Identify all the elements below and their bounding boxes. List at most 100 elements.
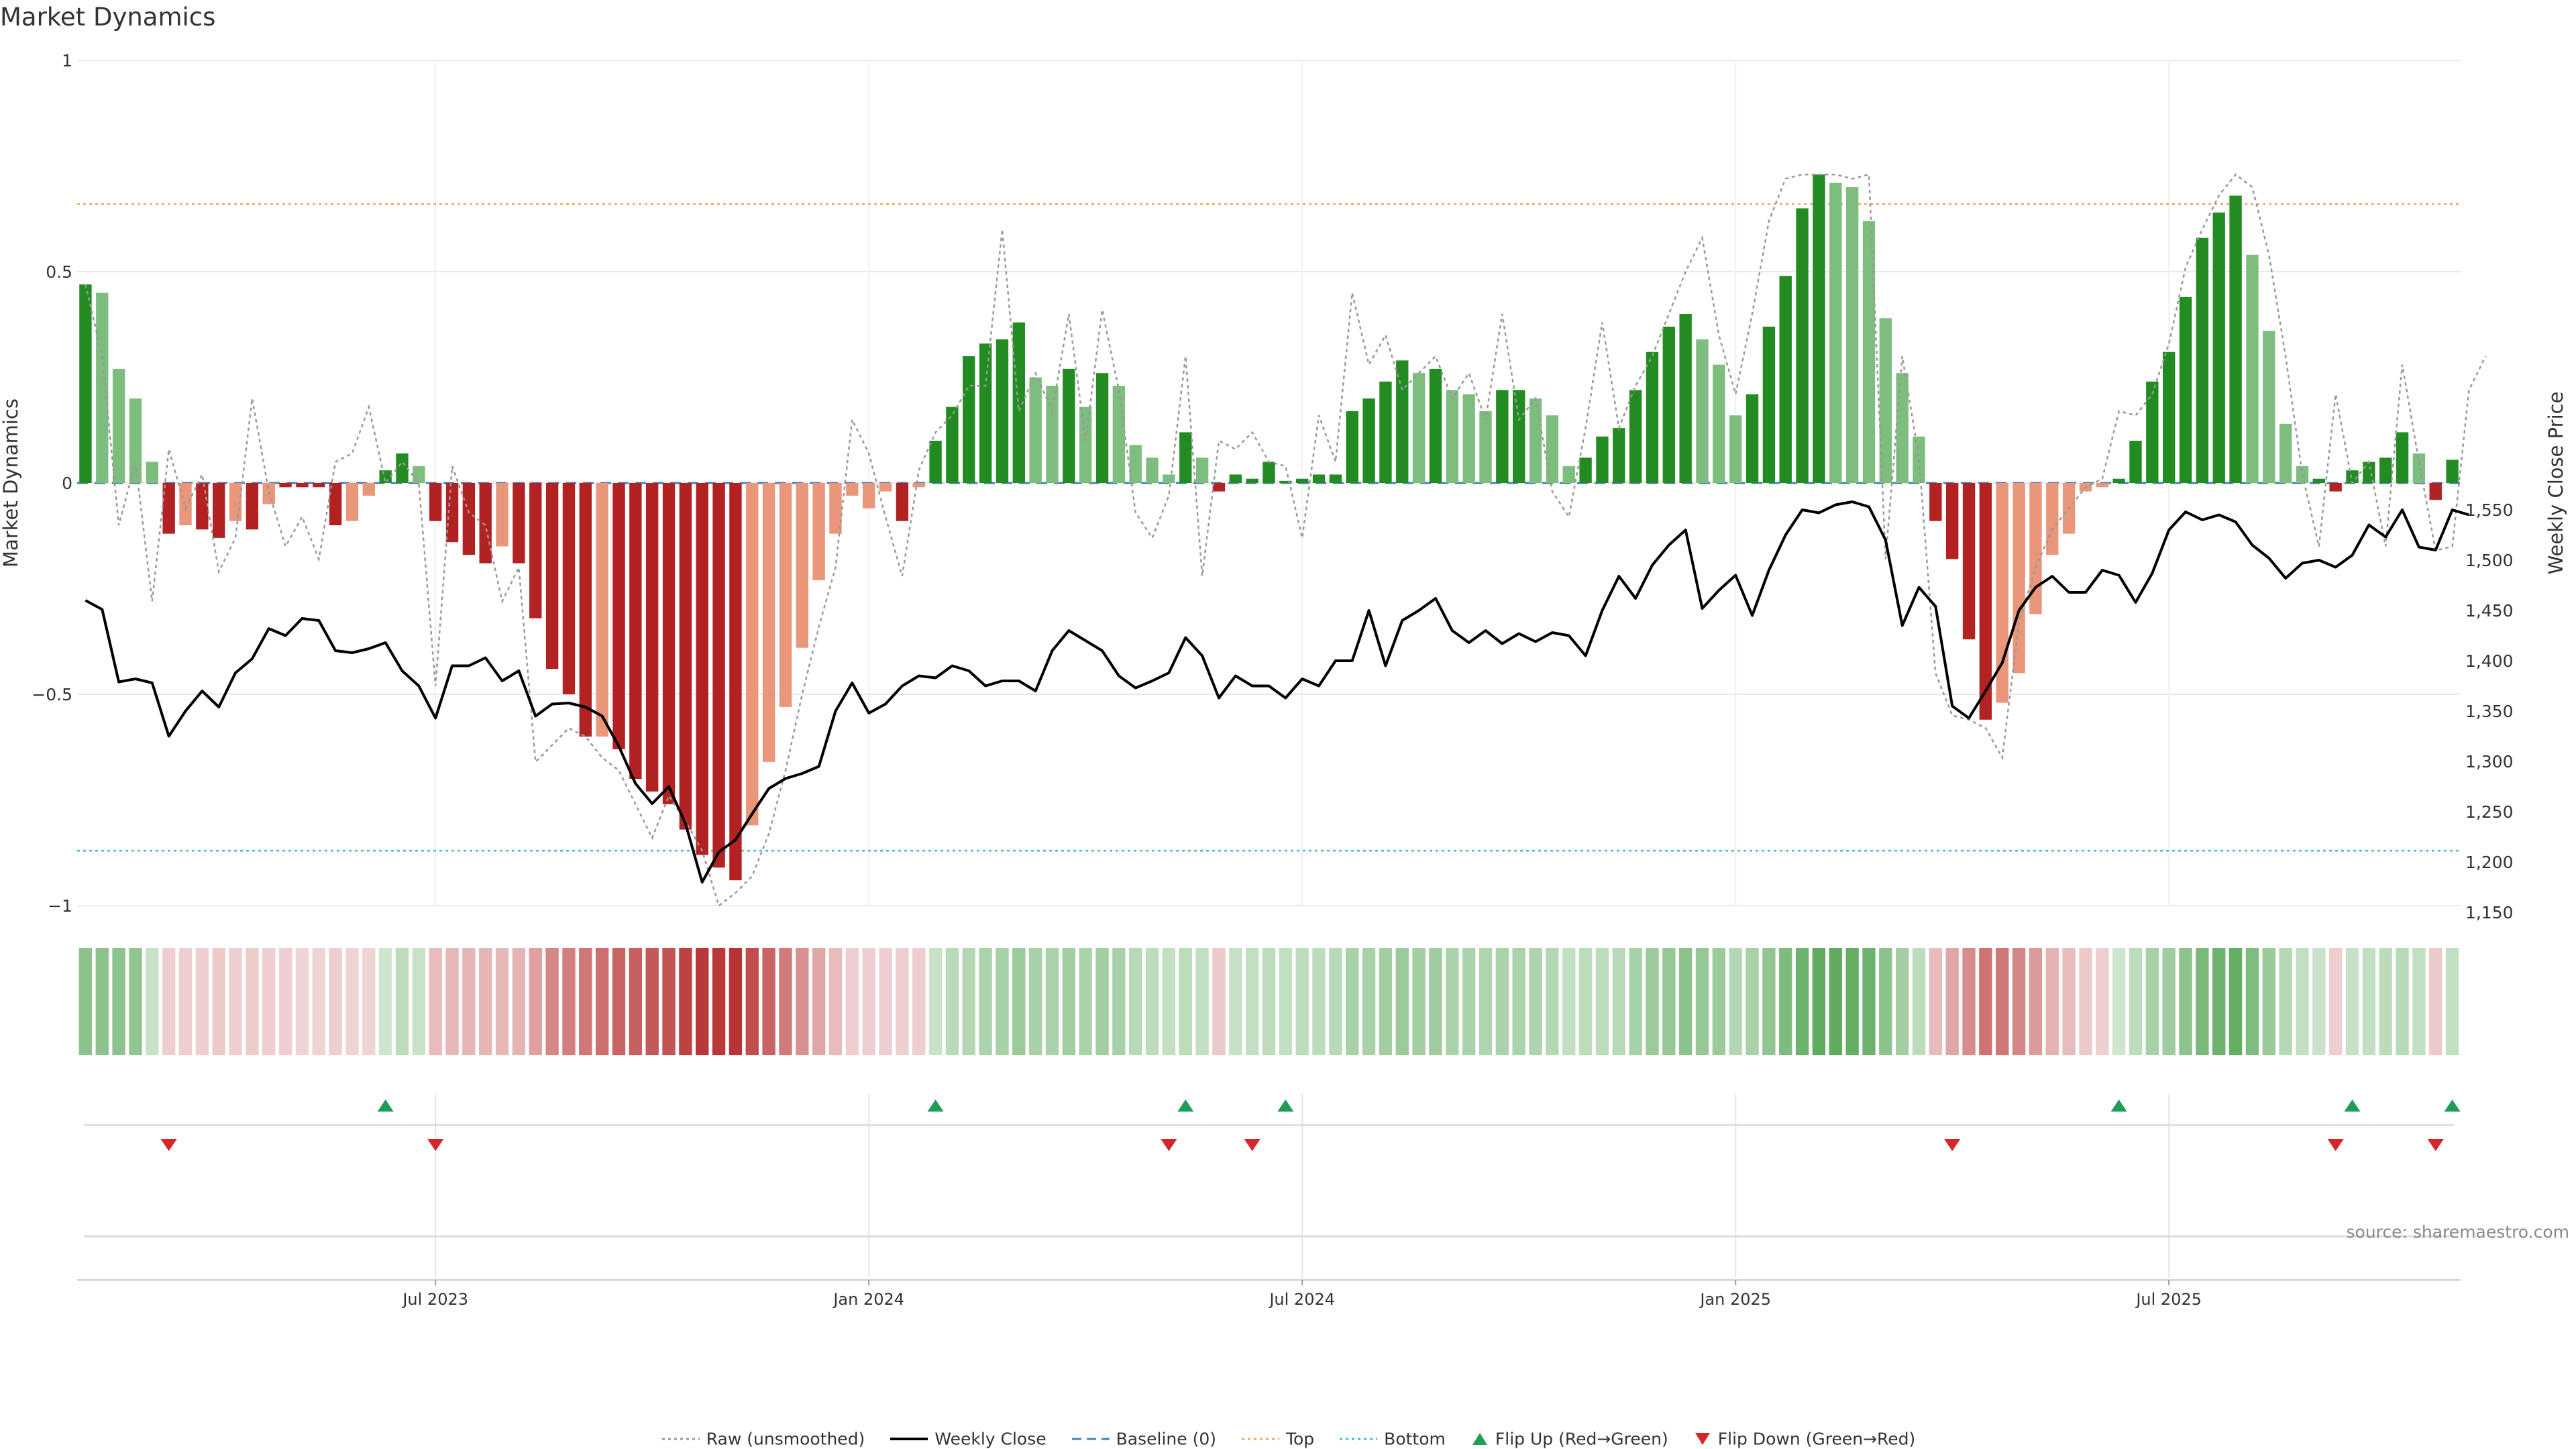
source-note: source: sharemaestro.com	[2346, 1222, 2570, 1242]
dynamics-bar	[562, 483, 576, 694]
dynamics-bar	[1229, 474, 1242, 483]
ribbon-cell	[278, 948, 292, 1055]
reference-lines	[77, 203, 2461, 852]
ribbon-cell	[812, 948, 826, 1055]
ribbon-cell	[2312, 948, 2326, 1055]
ribbon-cell	[679, 948, 692, 1055]
dynamics-bar	[1246, 478, 1258, 483]
ribbon-cell	[1262, 948, 1276, 1055]
ribbon-cell	[862, 948, 875, 1055]
dynamics-bar	[362, 483, 376, 496]
ribbon-cell	[2162, 948, 2176, 1055]
dynamics-bar	[1945, 483, 1959, 559]
dynamics-bar	[1112, 386, 1126, 483]
ribbon-cell	[495, 948, 509, 1055]
ribbon-cell	[512, 948, 526, 1055]
dynamics-bar	[462, 483, 476, 555]
dynamics-bar	[946, 407, 959, 483]
legend-swatch	[1340, 1438, 1378, 1440]
ribbon-cell	[595, 948, 609, 1055]
chart-legend: Raw (unsmoothed) Weekly Close Baseline (0)…	[0, 1428, 2576, 1448]
ribbon-cell	[1112, 948, 1126, 1055]
dynamics-bar	[1212, 483, 1226, 492]
dynamics-bar	[1263, 462, 1275, 483]
ribbon-cell	[645, 948, 659, 1055]
ribbon-cell	[712, 948, 726, 1055]
flip-down-marker	[1244, 1139, 1260, 1151]
dynamics-bar	[179, 483, 192, 525]
flip-up-marker	[927, 1099, 944, 1112]
dynamics-bar	[2246, 254, 2259, 483]
dynamics-bar	[1429, 368, 1442, 483]
flip-down-marker	[2327, 1139, 2344, 1151]
dynamics-bar	[2012, 483, 2025, 674]
ribbon-cell	[662, 948, 676, 1055]
dynamics-bar	[279, 483, 292, 488]
ribbon-cell	[1812, 948, 1826, 1055]
ribbon-cell	[2129, 948, 2143, 1055]
ribbon-cell	[162, 948, 176, 1055]
legend-item: Raw (unsmoothed)	[661, 1428, 865, 1449]
dynamics-bar	[2429, 483, 2442, 500]
ribbon-cell	[429, 948, 442, 1055]
ribbon-cell	[462, 948, 476, 1055]
dynamics-bar	[1696, 339, 1709, 483]
ribbon-cell	[1529, 948, 1542, 1055]
dynamics-bar	[1762, 326, 1776, 483]
ribbon-cell	[1446, 948, 1459, 1055]
dynamics-bar	[246, 483, 259, 530]
dynamics-bar	[413, 466, 425, 483]
chart-title: Market Dynamics	[0, 3, 216, 32]
dynamics-bar	[2396, 432, 2409, 483]
ribbon-cell	[1512, 948, 1525, 1055]
flip-up-marker	[2444, 1099, 2461, 1112]
dynamics-bar	[229, 483, 242, 521]
legend-label: Baseline (0)	[1116, 1429, 1216, 1449]
ribbon-cell	[796, 948, 809, 1055]
dynamics-bar	[429, 483, 442, 521]
ribbon-cell	[1829, 948, 1842, 1055]
right-tick-label: 1,300	[2465, 752, 2514, 771]
dynamics-bar	[2112, 478, 2125, 483]
dynamics-bar	[2363, 462, 2375, 483]
ribbon-cell	[2412, 948, 2426, 1055]
left-tick-label: 1	[62, 51, 72, 70]
legend-swatch	[1695, 1432, 1710, 1445]
legend-label: Raw (unsmoothed)	[706, 1429, 865, 1449]
dynamics-bar	[2229, 195, 2242, 483]
dynamics-bar	[896, 483, 909, 521]
ribbon-cell	[1412, 948, 1426, 1055]
grid-layer	[77, 60, 2461, 1278]
ribbon-cell	[312, 948, 325, 1055]
ribbon-cell	[395, 948, 409, 1055]
ribbon-cell	[979, 948, 992, 1055]
ribbon-cell	[896, 948, 909, 1055]
ribbon-cell	[1629, 948, 1642, 1055]
ribbon-cell	[1479, 948, 1493, 1055]
dynamics-bar	[712, 483, 725, 868]
dynamics-bar	[779, 483, 792, 707]
dynamics-bar	[2279, 423, 2292, 483]
ribbon-cell	[1312, 948, 1326, 1055]
right-tick-label: 1,500	[2465, 551, 2514, 570]
ribbon-cell	[1695, 948, 1709, 1055]
dynamics-bar	[862, 483, 875, 508]
dynamics-bar	[1412, 373, 1426, 483]
legend-swatch	[1241, 1438, 1279, 1440]
dynamics-bar	[313, 483, 325, 488]
ribbon-cell	[1762, 948, 1776, 1055]
ribbon-cell	[329, 948, 342, 1055]
ribbon-cell	[2362, 948, 2376, 1055]
dynamics-bar	[796, 483, 809, 648]
x-tick-label: Jul 2024	[1268, 1290, 1335, 1309]
ribbon-cell	[529, 948, 542, 1055]
ribbon-cell	[2262, 948, 2275, 1055]
ribbon-cell	[1546, 948, 1559, 1055]
right-tick-label: 1,200	[2465, 853, 2514, 872]
dynamics-bar	[396, 453, 409, 483]
ribbon-cell	[1062, 948, 1076, 1055]
ribbon-cell	[579, 948, 592, 1055]
ribbon-cell	[112, 948, 125, 1055]
ribbon-cell	[1712, 948, 1726, 1055]
dynamics-bar	[1662, 326, 1676, 483]
